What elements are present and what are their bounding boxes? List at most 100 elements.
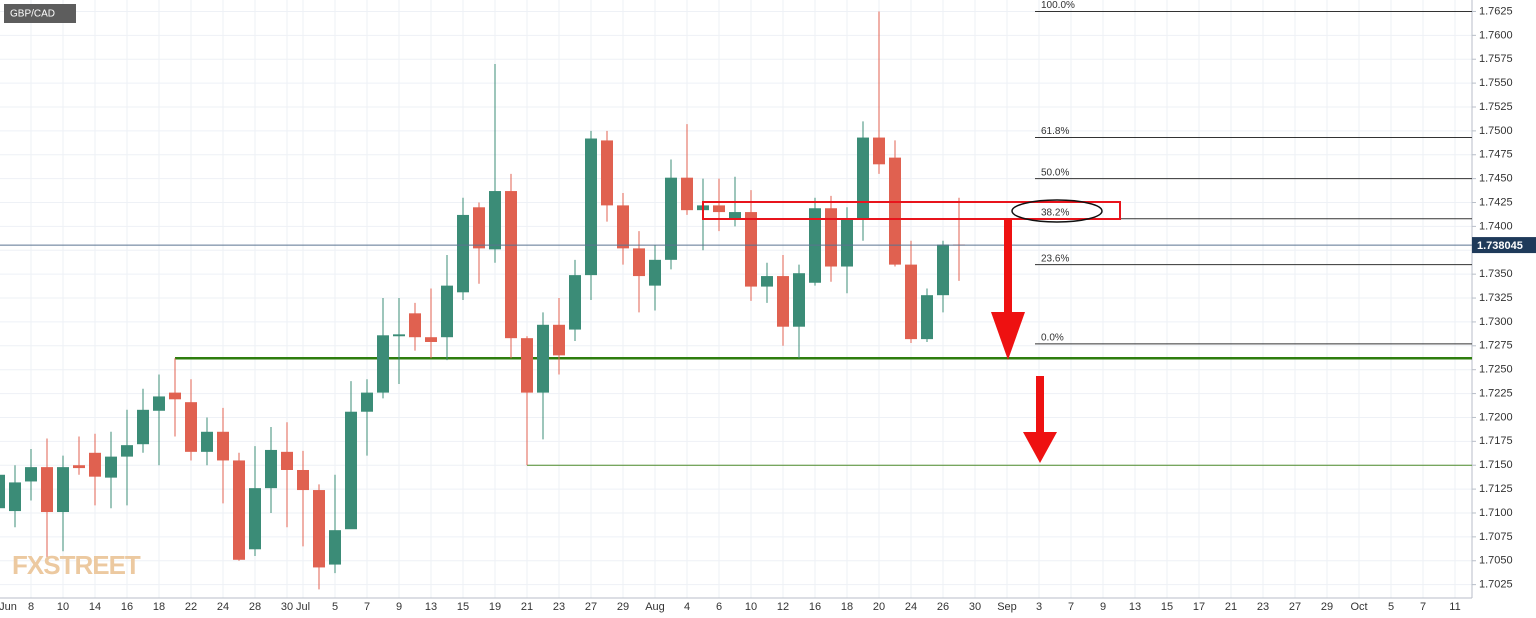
x-tick-label: Aug	[645, 601, 665, 613]
x-tick-label: 8	[28, 601, 34, 613]
candle-body	[777, 276, 789, 327]
x-tick-label: 12	[777, 601, 789, 613]
x-tick-label: 22	[185, 601, 197, 613]
y-tick-label: 1.7075	[1479, 531, 1513, 543]
candle-body	[825, 208, 837, 267]
fib-label: 100.0%	[1041, 0, 1075, 11]
fib-label: 61.8%	[1041, 126, 1069, 137]
candle-body	[729, 212, 741, 220]
candle-body	[153, 396, 165, 411]
candle-body	[41, 467, 53, 513]
candle-body	[553, 324, 565, 356]
candle-body	[889, 157, 901, 265]
candle-body	[665, 177, 677, 260]
candle-body	[217, 431, 229, 461]
x-tick-label: 9	[396, 601, 402, 613]
chart-title: GBP/CAD	[10, 9, 55, 20]
candle-body	[633, 248, 645, 277]
resistance-box	[702, 201, 1121, 220]
candle-body	[201, 431, 213, 452]
candle-body	[841, 218, 853, 267]
x-tick-label: 20	[873, 601, 885, 613]
fib-label: 0.0%	[1041, 333, 1064, 344]
fib-highlight	[1011, 199, 1103, 223]
y-tick-label: 1.7475	[1479, 149, 1513, 161]
candle-body	[361, 392, 373, 412]
y-tick-label: 1.7425	[1479, 196, 1513, 208]
candle-body	[793, 273, 805, 327]
candle-body	[905, 264, 917, 340]
candle-body	[57, 467, 69, 513]
x-tick-label: 10	[57, 601, 69, 613]
y-tick-label: 1.7625	[1479, 5, 1513, 17]
y-tick-label: 1.7150	[1479, 459, 1513, 471]
x-tick-label: 19	[489, 601, 501, 613]
candle-body	[505, 191, 517, 339]
y-tick-label: 1.7025	[1479, 579, 1513, 591]
fib-label: 38.2%	[1041, 207, 1069, 218]
y-tick-label: 1.7500	[1479, 125, 1513, 137]
candle-body	[537, 324, 549, 393]
candle-body	[409, 313, 421, 338]
x-tick-label: 4	[684, 601, 690, 613]
arrow-stem	[1036, 376, 1044, 433]
candle-body	[89, 452, 101, 477]
candle-body	[377, 335, 389, 393]
x-tick-label: 16	[809, 601, 821, 613]
candle-body	[9, 482, 21, 512]
y-tick-label: 1.7200	[1479, 411, 1513, 423]
x-tick-label: 23	[1257, 601, 1269, 613]
y-tick-label: 1.7325	[1479, 292, 1513, 304]
y-tick-label: 1.7175	[1479, 435, 1513, 447]
x-tick-label: 21	[1225, 601, 1237, 613]
x-tick-label: 7	[1068, 601, 1074, 613]
candle-body	[313, 490, 325, 568]
last-price-label: 1.738045	[1477, 240, 1523, 252]
candle-body	[489, 191, 501, 250]
candle-body	[921, 295, 933, 340]
x-tick-label: 27	[1289, 601, 1301, 613]
candle-body	[169, 392, 181, 400]
candle-body	[521, 338, 533, 393]
watermark: FXSTREET	[12, 550, 141, 580]
candle-body	[0, 474, 5, 509]
x-tick-label: 7	[1420, 601, 1426, 613]
y-tick-label: 1.7450	[1479, 173, 1513, 185]
x-tick-label: 17	[1193, 601, 1205, 613]
candle-body	[185, 402, 197, 452]
x-tick-label: 18	[841, 601, 853, 613]
x-tick-label: 3	[1036, 601, 1042, 613]
candle-body	[121, 445, 133, 457]
x-tick-label: Sep	[997, 601, 1017, 613]
x-tick-label: 13	[425, 601, 437, 613]
fib-label: 23.6%	[1041, 253, 1069, 264]
x-tick-label: 11	[1449, 601, 1460, 613]
candle-body	[873, 137, 885, 165]
y-tick-label: 1.7250	[1479, 364, 1513, 376]
candle-body	[345, 411, 357, 530]
x-tick-label: 7	[364, 601, 370, 613]
candle-body	[473, 207, 485, 249]
y-tick-label: 1.7575	[1479, 53, 1513, 65]
candle-body	[649, 259, 661, 286]
x-tick-label: 10	[745, 601, 757, 613]
x-tick-label: 29	[617, 601, 629, 613]
candle-body	[265, 449, 277, 489]
candle-body	[457, 214, 469, 293]
candle-body	[233, 460, 245, 560]
candle-body	[937, 244, 949, 296]
x-tick-label: 26	[937, 601, 949, 613]
candle-body	[713, 205, 725, 213]
candle-body	[761, 276, 773, 287]
x-tick-label: 5	[332, 601, 338, 613]
x-tick-label: 24	[217, 601, 229, 613]
x-tick-label: 30	[281, 601, 293, 613]
x-tick-label: 5	[1388, 601, 1394, 613]
x-tick-label: 24	[905, 601, 917, 613]
candle-body	[585, 138, 597, 276]
arrow-stem	[1004, 219, 1012, 313]
candle-body	[857, 137, 869, 219]
candle-body	[681, 177, 693, 211]
